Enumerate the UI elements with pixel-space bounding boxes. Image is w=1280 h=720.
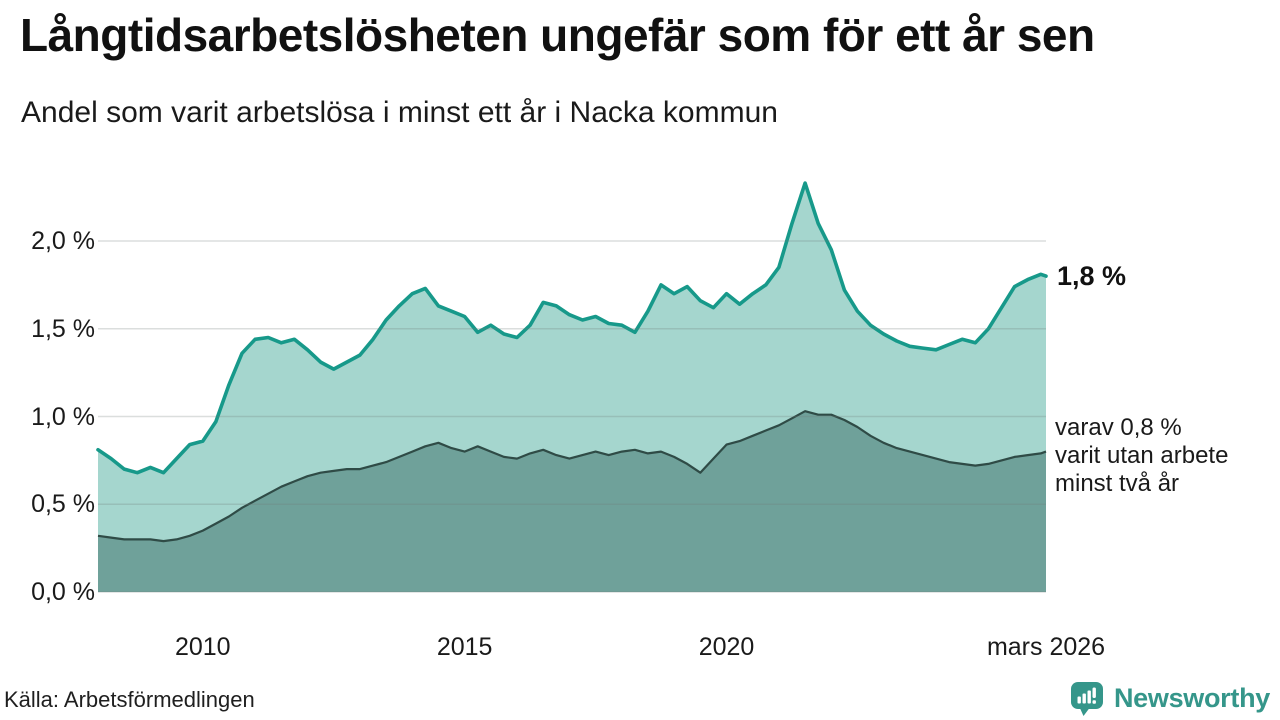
y-axis-tick: 2,0 % xyxy=(31,227,95,255)
x-axis-tick: 2020 xyxy=(698,633,755,661)
subset-label-line: varit utan arbete xyxy=(1055,441,1229,469)
y-axis-tick: 1,5 % xyxy=(31,314,95,343)
page-title: Långtidsarbetslösheten ungefär som för e… xyxy=(20,9,1095,61)
subset-label-line: varav 0,8 % xyxy=(1055,413,1182,441)
subset-label-line: minst två år xyxy=(1055,469,1180,497)
x-axis-tick: 2015 xyxy=(436,633,493,661)
newsworthy-wordmark: Newsworthy xyxy=(1113,683,1270,713)
chart-subtitle: Andel som varit arbetslösa i minst ett å… xyxy=(21,96,778,129)
y-axis-tick: 0,0 % xyxy=(31,578,95,606)
series-end-label-subset: varav 0,8 % varit utan arbete minst två … xyxy=(1055,414,1228,498)
x-axis-tick: 2010 xyxy=(174,633,231,661)
y-axis-tick: 1,0 % xyxy=(31,402,95,431)
newsworthy-logo: Newsworthy xyxy=(1069,680,1270,717)
y-axis-tick: 0,5 % xyxy=(31,490,95,519)
newsworthy-chart-bubble-icon xyxy=(1070,682,1103,716)
x-axis-tick: mars 2026 xyxy=(986,633,1106,661)
series-end-label-total: 1,8 % xyxy=(1057,261,1127,292)
source-credit: Källa: Arbetsförmedlingen xyxy=(4,687,255,712)
